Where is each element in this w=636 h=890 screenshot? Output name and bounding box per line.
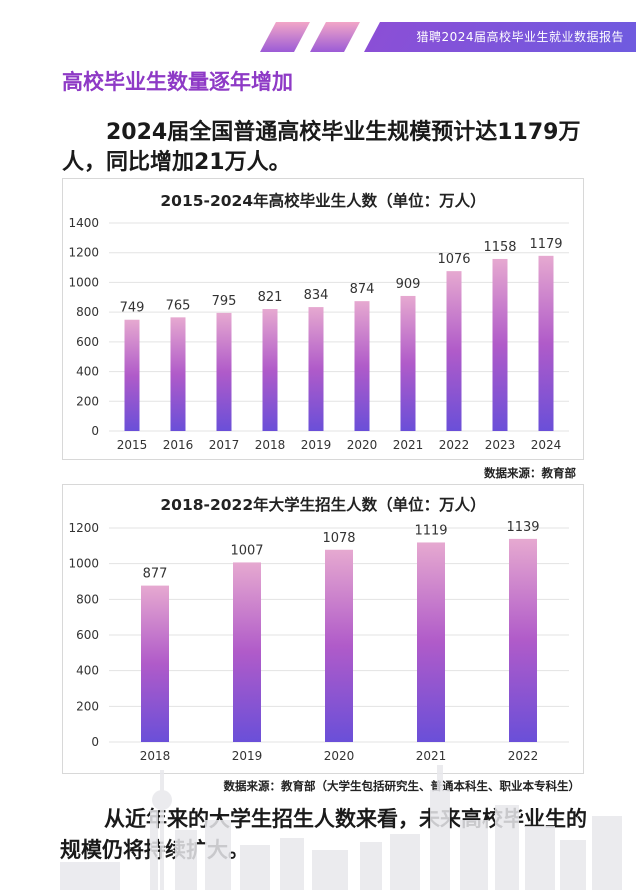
chart-title: 2018-2022年大学生招生人数（单位：万人） — [160, 496, 486, 514]
x-tick-label: 2017 — [209, 438, 240, 452]
data-label: 1119 — [414, 523, 447, 538]
data-label: 1007 — [230, 543, 263, 558]
x-tick-label: 2018 — [140, 749, 171, 763]
x-tick-label: 2023 — [485, 438, 516, 452]
bar-2024 — [538, 255, 554, 431]
bar-2022 — [509, 538, 537, 742]
y-tick-label: 600 — [76, 335, 99, 349]
chart-panel-graduates: 2015-2024年高校毕业生人数（单位：万人） 0 200 400 600 800 10… — [62, 178, 584, 460]
intro-paragraph: 2024届全国普通高校毕业生规模预计达1179万人，同比增加21万人。 — [62, 120, 581, 175]
x-tick-label: 2020 — [324, 749, 355, 763]
data-label: 749 — [120, 301, 145, 316]
x-tick-label: 2019 — [232, 749, 263, 763]
y-tick-label: 400 — [76, 664, 99, 678]
chart-title: 2015-2024年高校毕业生人数（单位：万人） — [160, 192, 486, 210]
y-tick-label: 200 — [76, 699, 99, 713]
data-label: 1139 — [506, 520, 539, 535]
x-tick-label: 2024 — [531, 438, 562, 452]
data-label: 1076 — [437, 252, 470, 267]
data-label: 909 — [396, 277, 421, 292]
bar-2019 — [308, 307, 324, 431]
bar-2018 — [141, 585, 169, 742]
banner-title: 猎聘2024届高校毕业生就业数据报告 — [416, 30, 624, 44]
y-tick-label: 1000 — [68, 557, 99, 571]
y-tick-label: 1000 — [68, 275, 99, 289]
y-tick-label: 800 — [76, 305, 99, 319]
bar-2023 — [492, 258, 508, 431]
data-label: 1179 — [529, 237, 562, 252]
bar-2017 — [216, 312, 232, 431]
data-label: 795 — [212, 294, 237, 309]
y-tick-label: 1400 — [68, 216, 99, 230]
bar-2019 — [233, 562, 261, 742]
data-label: 821 — [258, 290, 283, 305]
data-label: 1078 — [322, 531, 355, 546]
y-tick-label: 800 — [76, 592, 99, 606]
bar-2018 — [262, 309, 278, 431]
x-tick-label: 2022 — [439, 438, 470, 452]
data-label: 877 — [143, 567, 168, 582]
data-label: 765 — [166, 298, 191, 313]
chart-source: 数据来源：教育部（大学生包括研究生、普通本科生、职业本专科生） — [223, 779, 581, 793]
x-tick-label: 2020 — [347, 438, 378, 452]
y-tick-label: 0 — [91, 424, 99, 438]
bar-2020 — [325, 549, 353, 742]
banner-stripe-2 — [310, 22, 360, 52]
y-tick-label: 400 — [76, 365, 99, 379]
x-tick-label: 2022 — [508, 749, 539, 763]
x-tick-label: 2021 — [416, 749, 447, 763]
bar-2021 — [400, 295, 416, 431]
bar-2022 — [446, 271, 462, 431]
x-tick-label: 2015 — [117, 438, 148, 452]
skyline-decoration — [60, 765, 622, 890]
bar-2016 — [170, 317, 186, 431]
x-tick-label: 2018 — [255, 438, 286, 452]
enrollment-bar-chart: 0 200 400 600 800 1000 1200 877 2018 1007 2019 1078… — [68, 520, 569, 763]
y-tick-label: 0 — [91, 735, 99, 749]
graduates-bar-chart: 0 200 400 600 800 1000 1200 1400 749 2015 765 2016 7… — [68, 216, 569, 452]
data-label: 1158 — [483, 240, 516, 255]
y-tick-label: 1200 — [68, 521, 99, 535]
chart-source: 数据来源：教育部 — [484, 466, 576, 480]
bar-2020 — [354, 301, 370, 431]
x-tick-label: 2019 — [301, 438, 332, 452]
x-tick-label: 2021 — [393, 438, 424, 452]
bar-2015 — [124, 319, 140, 431]
y-tick-label: 200 — [76, 394, 99, 408]
chart-panel-enrollment: 2018-2022年大学生招生人数（单位：万人） 0 200 400 600 800 10… — [62, 484, 584, 774]
y-tick-label: 1200 — [68, 246, 99, 260]
x-tick-label: 2016 — [163, 438, 194, 452]
bar-2021 — [417, 542, 445, 742]
section-title: 高校毕业生数量逐年增加 — [62, 70, 293, 94]
banner-stripe-1 — [260, 22, 310, 52]
data-label: 874 — [350, 282, 375, 297]
y-tick-label: 600 — [76, 628, 99, 642]
data-label: 834 — [304, 288, 329, 303]
